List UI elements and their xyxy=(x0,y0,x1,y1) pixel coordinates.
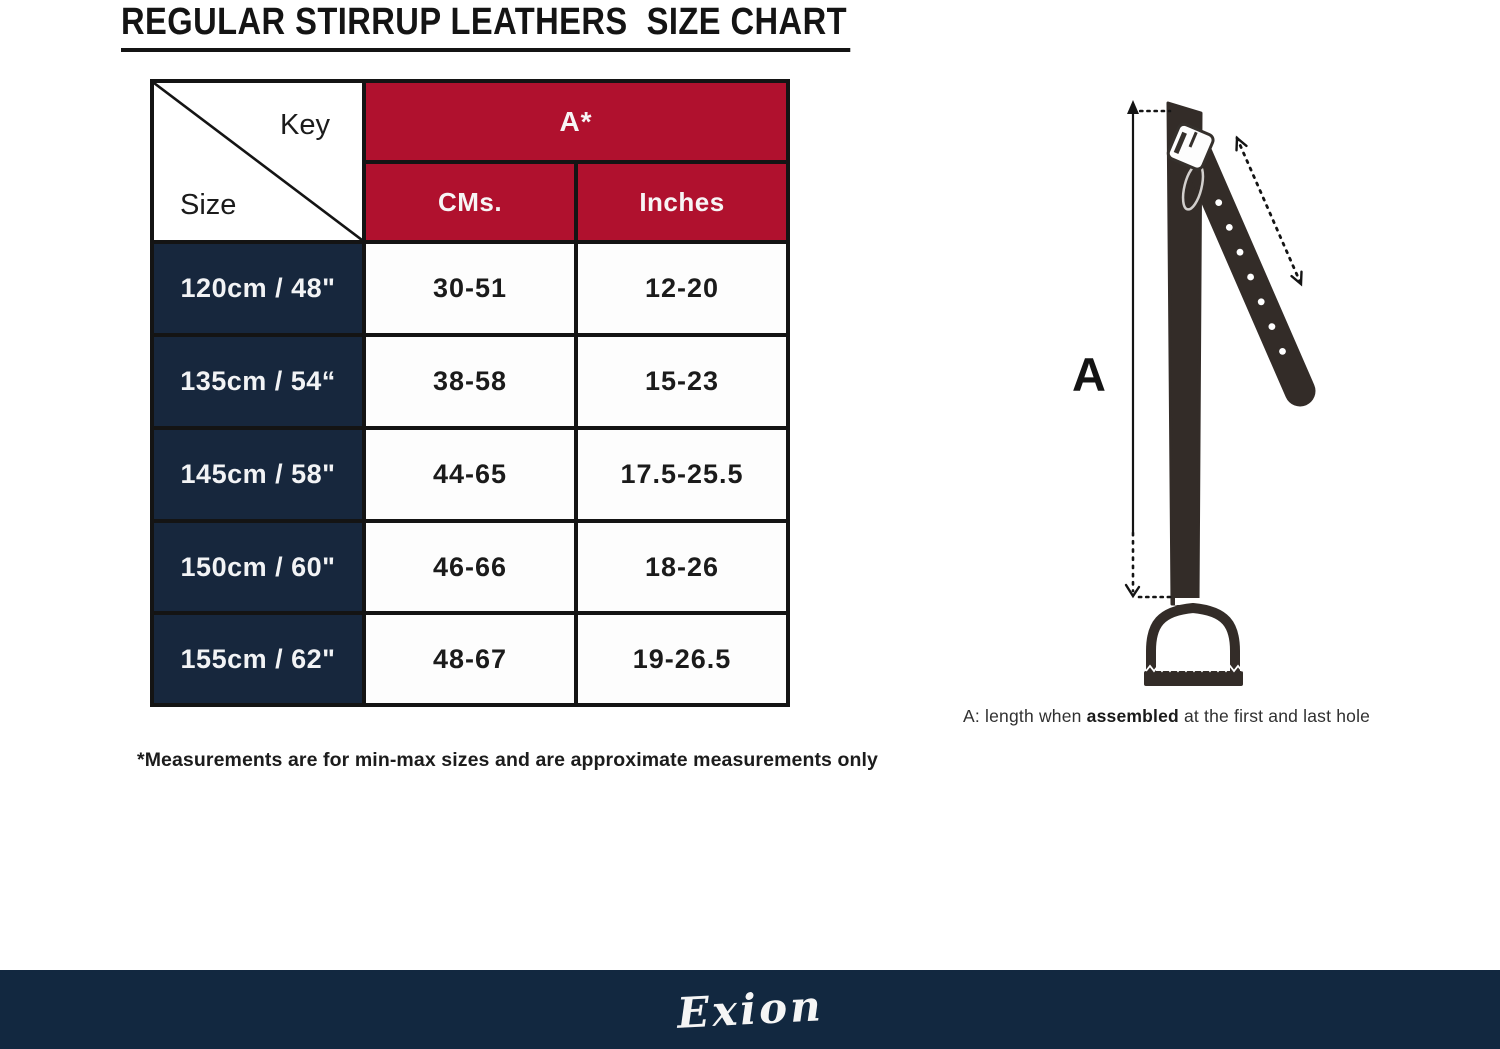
row-cms-value: 38-58 xyxy=(366,337,574,426)
row-size-label: 155cm / 62" xyxy=(154,615,362,703)
row-size-label: 135cm / 54“ xyxy=(154,337,362,426)
caption-suffix: at the first and last hole xyxy=(1178,706,1371,726)
stirrup-leather-illustration xyxy=(1124,100,1316,686)
diagonal-strap xyxy=(1180,136,1316,407)
measurements-footnote: *Measurements are for min-max sizes and … xyxy=(137,749,879,771)
row-size-label: 145cm / 58" xyxy=(154,430,362,519)
footer-bar: Exion xyxy=(0,970,1500,1049)
row-size-label: 150cm / 60" xyxy=(154,523,362,611)
column-header-cms: CMs. xyxy=(366,164,574,240)
diagonal-divider-line xyxy=(154,83,362,240)
caption-bold-word: assembled xyxy=(1086,706,1179,726)
buckle xyxy=(1166,122,1215,171)
vertical-dimension-line xyxy=(1124,100,1174,599)
column-group-header-a: A* xyxy=(366,83,786,160)
diagonal-dimension-arrow xyxy=(1235,135,1303,287)
corner-size-label: Size xyxy=(180,189,237,221)
size-chart-table: Key Size A* CMs. Inches 120cm / 48" 30-5… xyxy=(150,79,790,707)
tread-serration xyxy=(1145,664,1243,673)
corner-key-label: Key xyxy=(280,109,330,141)
row-cms-value: 46-66 xyxy=(366,523,574,611)
row-inches-value: 19-26.5 xyxy=(578,615,786,703)
dimension-a-label: A xyxy=(1072,348,1106,401)
stirrup-iron xyxy=(1144,598,1243,686)
row-cms-value: 44-65 xyxy=(366,430,574,519)
caption-prefix: A: length when xyxy=(963,706,1087,726)
row-cms-value: 30-51 xyxy=(366,244,574,333)
row-inches-value: 12-20 xyxy=(578,244,786,333)
row-inches-value: 18-26 xyxy=(578,523,786,611)
brand-logo: Exion xyxy=(675,981,825,1038)
strap-holes xyxy=(1215,199,1286,355)
row-inches-value: 15-23 xyxy=(578,337,786,426)
diagram-caption: A: length when assembled at the first an… xyxy=(963,706,1423,727)
column-header-inches: Inches xyxy=(578,164,786,240)
page-title: REGULAR STIRRUP LEATHERS SIZE CHART xyxy=(121,1,851,52)
table-corner-cell: Key Size xyxy=(154,83,362,240)
row-inches-value: 17.5-25.5 xyxy=(578,430,786,519)
row-cms-value: 48-67 xyxy=(366,615,574,703)
row-size-label: 120cm / 48" xyxy=(154,244,362,333)
